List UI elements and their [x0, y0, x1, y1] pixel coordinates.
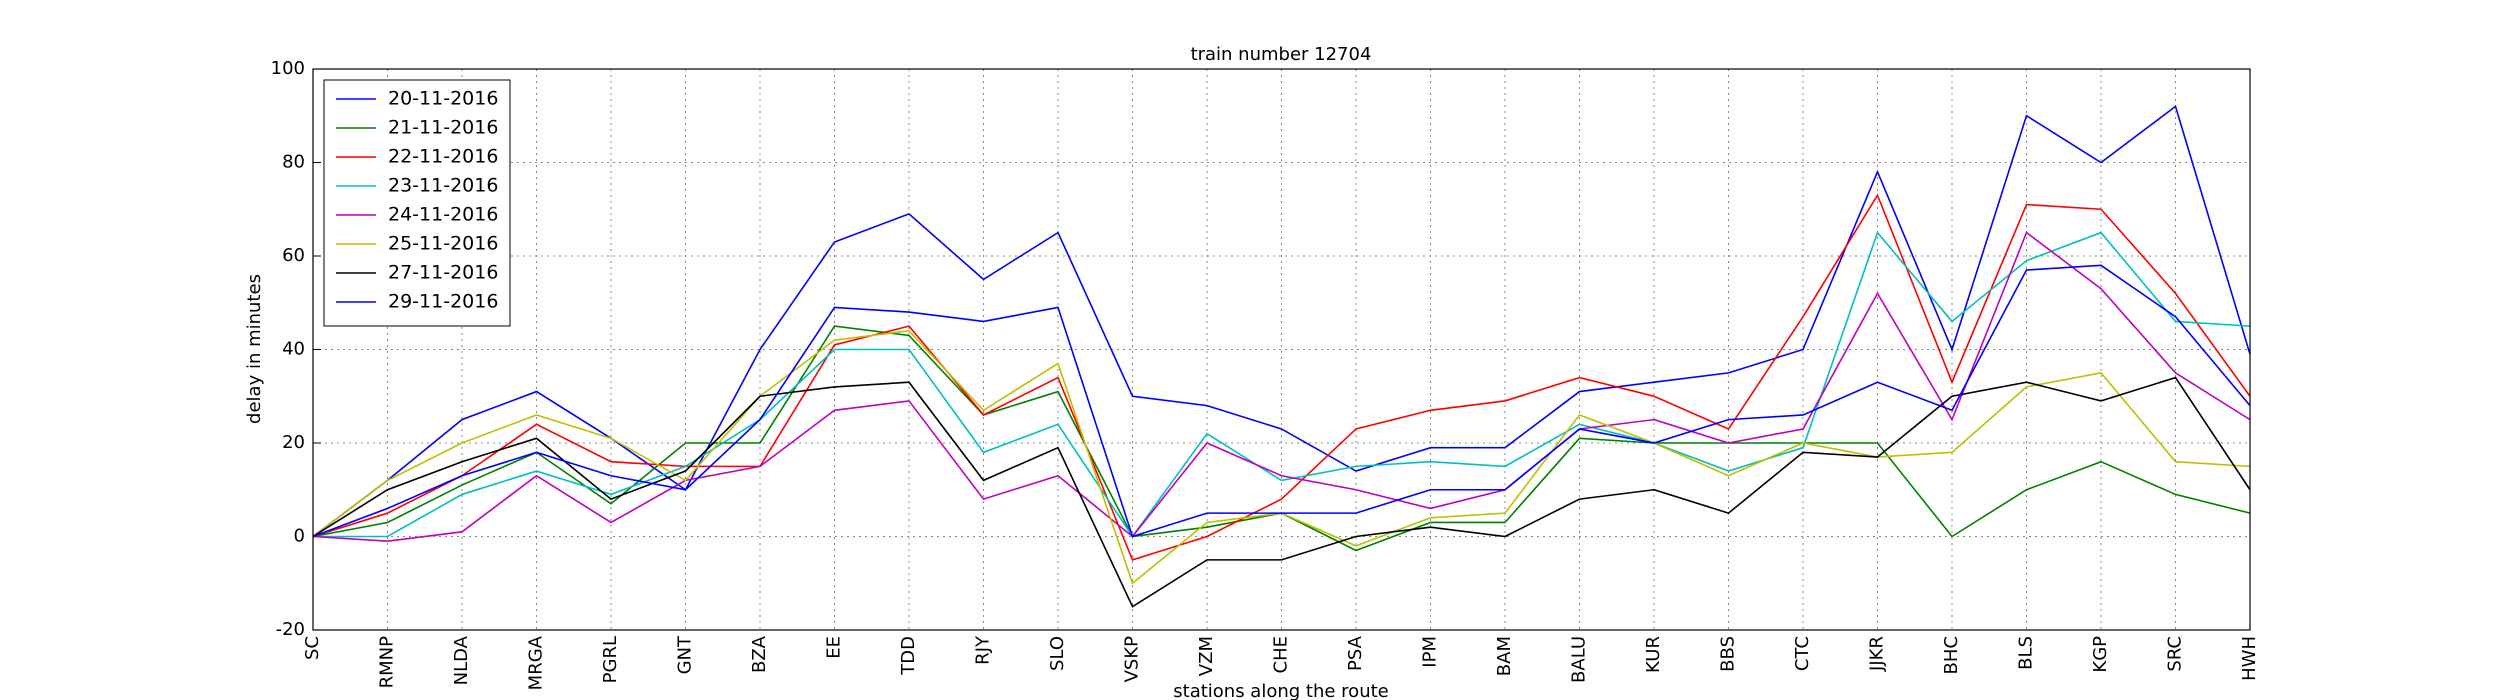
- x-tick-label: SRC: [2165, 636, 2186, 672]
- data-line: [313, 231, 2251, 538]
- x-tick-label: JJKR: [1867, 636, 1888, 672]
- x-tick-label: CHE: [1271, 636, 1292, 673]
- x-tick-label: PSA: [1345, 635, 1366, 671]
- y-tick-label: 100: [271, 58, 305, 79]
- x-tick-label: BZA: [749, 635, 770, 673]
- x-tick-label: RJY: [973, 635, 994, 665]
- data-line: [312, 264, 2251, 538]
- x-tick-label: BHC: [1941, 636, 1962, 674]
- data-line: [312, 193, 2251, 561]
- x-tick-label: BAM: [1494, 636, 1515, 676]
- x-tick-label: MRGA: [526, 635, 547, 690]
- legend-label: 21-11-2016: [388, 117, 498, 139]
- legend-box: [323, 79, 511, 327]
- y-axis-label: delay in minutes: [244, 274, 265, 424]
- x-tick-label: SLO: [1047, 636, 1068, 671]
- y-tick-label: 0: [294, 526, 305, 547]
- legend-label: 25-11-2016: [388, 233, 498, 255]
- x-tick-label: BBS: [1718, 636, 1739, 672]
- x-tick-label: EE: [824, 636, 845, 659]
- legend-label: 24-11-2016: [388, 204, 498, 226]
- legend-label: 20-11-2016: [388, 88, 498, 110]
- data-line: [312, 105, 2251, 538]
- y-tick-label: 40: [282, 339, 305, 360]
- x-tick-label: NLDA: [451, 635, 472, 685]
- data-line: [312, 231, 2251, 542]
- plot-frame: [312, 68, 2251, 631]
- legend-label: 23-11-2016: [388, 175, 498, 197]
- x-tick-label: BALU: [1569, 636, 1590, 683]
- y-tick-label: -20: [276, 619, 305, 640]
- legend-label: 22-11-2016: [388, 146, 498, 168]
- data-line: [312, 329, 2251, 585]
- y-tick-label: 20: [282, 432, 305, 453]
- x-axis-label: stations along the route: [1173, 681, 1388, 700]
- x-tick-label: IPM: [1420, 636, 1441, 668]
- x-tick-label: CTC: [1792, 636, 1813, 671]
- x-tick-label: SC: [302, 636, 323, 660]
- legend-label: 29-11-2016: [388, 291, 498, 313]
- data-line: [312, 376, 2251, 608]
- x-tick-label: VSKP: [1122, 636, 1143, 683]
- x-tick-label: HWH: [2239, 636, 2260, 681]
- x-tick-label: VZM: [1196, 636, 1217, 676]
- chart-title: train number 12704: [1191, 44, 1372, 65]
- legend-label: 27-11-2016: [388, 262, 498, 284]
- x-tick-label: KGP: [2090, 636, 2111, 673]
- y-tick-label: 80: [282, 152, 305, 173]
- x-tick-label: TDD: [898, 636, 919, 676]
- x-tick-label: PGRL: [600, 636, 621, 683]
- x-tick-label: RMNP: [377, 636, 398, 689]
- y-tick-label: 60: [282, 245, 305, 266]
- x-tick-label: GNT: [675, 635, 696, 674]
- x-tick-label: BLS: [2016, 636, 2037, 670]
- x-tick-label: KUR: [1643, 636, 1664, 673]
